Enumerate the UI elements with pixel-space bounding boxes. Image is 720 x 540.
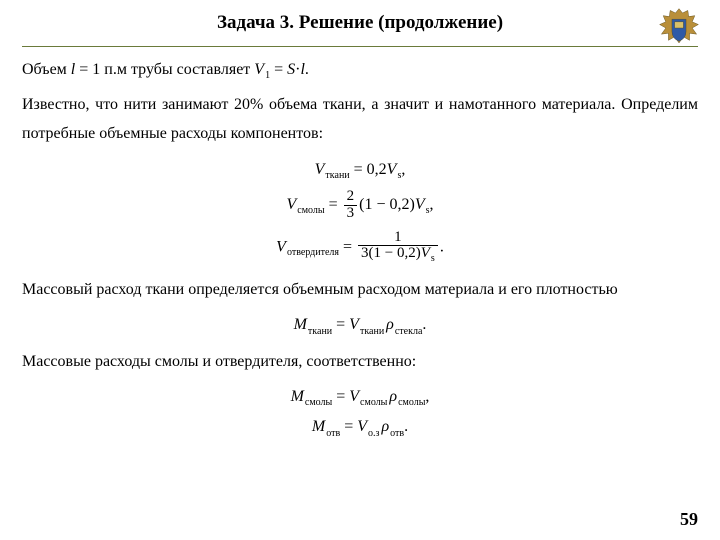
para-3: Массовый расход ткани определяется объем… <box>22 275 698 305</box>
text: = 1 п.м трубы составляет <box>75 61 254 78</box>
sym: ρ <box>379 418 389 435</box>
text: , <box>430 196 434 213</box>
sym: V <box>315 161 325 178</box>
text: = <box>332 388 349 405</box>
sym: V <box>415 196 425 213</box>
eq-6: Mотв = Vо.зρотв. <box>312 419 408 438</box>
sub: отвердителя <box>286 247 339 258</box>
para-2: Известно, что нити занимают 20% объема т… <box>22 90 698 149</box>
text: . <box>440 238 444 255</box>
text: = 0,2 <box>350 161 387 178</box>
eq-4: Mткани = Vтканиρстекла. <box>294 317 427 336</box>
sym: V <box>421 245 430 261</box>
equation-block-3: Mсмолы = Vсмолыρсмолы, Mотв = Vо.зρотв. <box>22 382 698 442</box>
eq-1: Vткани = 0,2Vs, <box>315 162 406 181</box>
sym: M <box>294 316 307 333</box>
text: = <box>340 418 357 435</box>
sub: ткани <box>324 170 349 181</box>
sub: смолы <box>359 397 387 408</box>
sub: ткани <box>307 326 332 337</box>
eq-2: Vсмолы = 23(1 − 0,2)Vs, <box>286 189 433 222</box>
page-number: 59 <box>680 509 698 530</box>
equation-block-1: Vткани = 0,2Vs, Vсмолы = 23(1 − 0,2)Vs, … <box>22 155 698 269</box>
denominator: 3(1 − 0,2)Vs <box>358 246 438 265</box>
var-S: S <box>287 61 295 78</box>
sym: V <box>357 418 367 435</box>
crest-icon <box>656 6 702 50</box>
sub: отв <box>325 428 340 439</box>
numerator: 1 <box>358 230 438 247</box>
sub: смолы <box>397 397 425 408</box>
para-4: Массовые расходы смолы и отвердителя, со… <box>22 347 698 377</box>
sym: ρ <box>384 316 394 333</box>
sub: отв <box>389 428 404 439</box>
eq-5: Mсмолы = Vсмолыρсмолы, <box>291 389 430 408</box>
text: , <box>401 161 405 178</box>
slide: Задача 3. Решение (продолжение) Объем l … <box>0 0 720 540</box>
sym: V <box>349 316 359 333</box>
text: = <box>270 61 287 78</box>
text: , <box>425 388 429 405</box>
sym: ρ <box>387 388 397 405</box>
text: = <box>332 316 349 333</box>
text: . <box>305 61 309 78</box>
text: (1 − 0,2) <box>359 196 415 213</box>
denominator: 3 <box>344 206 358 222</box>
header: Задача 3. Решение (продолжение) <box>22 10 698 44</box>
sym: V <box>286 196 296 213</box>
var-V: V <box>254 61 264 78</box>
sub: стекла <box>394 326 423 337</box>
fraction: 13(1 − 0,2)Vs <box>358 230 438 265</box>
slide-title: Задача 3. Решение (продолжение) <box>217 10 503 34</box>
para-1: Объем l = 1 п.м трубы составляет V1 = S·… <box>22 55 698 86</box>
text: . <box>422 316 426 333</box>
sub: смолы <box>304 397 332 408</box>
text: = <box>339 238 356 255</box>
sub: о.з <box>367 428 379 439</box>
sub: s <box>430 253 435 264</box>
eq-3: Vотвердителя = 13(1 − 0,2)Vs. <box>276 230 444 265</box>
text: Объем <box>22 61 71 78</box>
numerator: 2 <box>344 189 358 206</box>
body: Объем l = 1 п.м трубы составляет V1 = S·… <box>22 55 698 443</box>
sub: ткани <box>359 326 384 337</box>
sym: M <box>291 388 304 405</box>
equation-block-2: Mткани = Vтканиρстекла. <box>22 310 698 340</box>
fraction: 23 <box>344 189 358 222</box>
text: 3(1 − 0,2) <box>361 245 421 261</box>
header-rule <box>22 46 698 47</box>
text: = <box>325 196 342 213</box>
text: . <box>404 418 408 435</box>
sym: M <box>312 418 325 435</box>
sym: V <box>276 238 286 255</box>
sym: V <box>349 388 359 405</box>
sub: смолы <box>296 205 324 216</box>
sym: V <box>387 161 397 178</box>
